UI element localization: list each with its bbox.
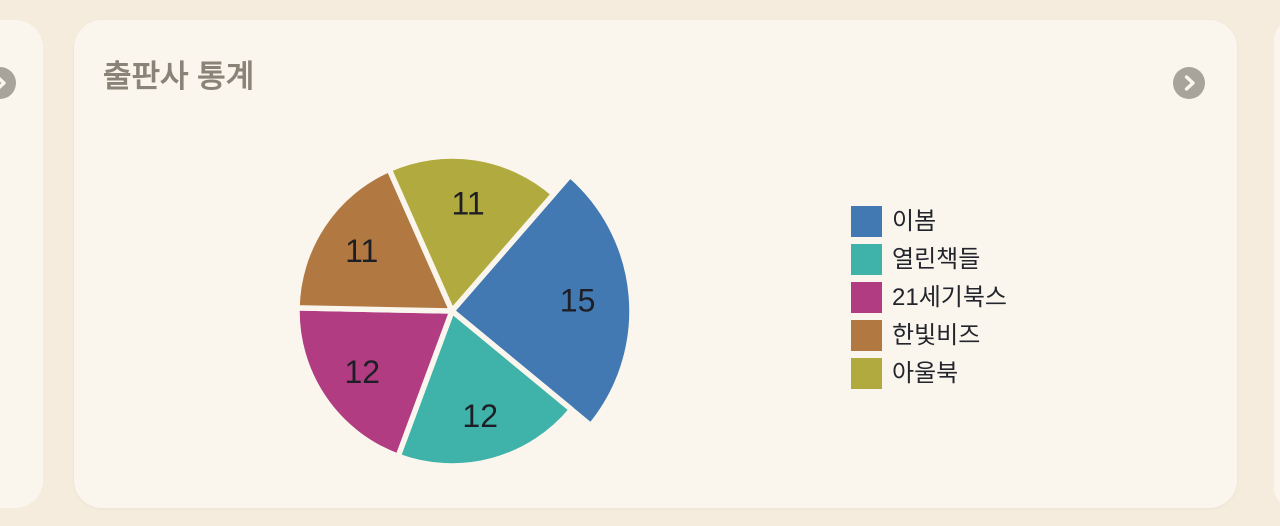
legend-label: 아울북 — [892, 359, 959, 387]
publisher-stats-card — [74, 20, 1237, 508]
chevron-right-icon — [0, 67, 16, 99]
legend-swatch — [851, 282, 882, 313]
legend-label: 21세기북스 — [892, 283, 1008, 311]
pie-slice-0[interactable] — [449, 172, 635, 429]
next-card-button[interactable] — [1173, 67, 1205, 99]
legend-label: 이봄 — [892, 207, 937, 235]
legend-item: 한빛비즈 — [851, 320, 1007, 351]
legend-item: 이봄 — [851, 206, 1007, 237]
legend-item: 아울북 — [851, 358, 1007, 389]
chevron-right-icon — [1173, 67, 1205, 99]
legend-swatch — [851, 358, 882, 389]
pie-slice-2[interactable] — [294, 305, 455, 460]
legend-swatch — [851, 206, 882, 237]
pie-slice-4[interactable] — [386, 153, 557, 314]
legend-item: 열린책들 — [851, 244, 1007, 275]
legend-label: 한빛비즈 — [892, 321, 981, 349]
legend-label: 열린책들 — [892, 245, 981, 273]
pie-slice-3[interactable] — [294, 166, 455, 314]
legend-swatch — [851, 244, 882, 275]
pie-slice-1[interactable] — [395, 308, 575, 469]
next-card — [1274, 20, 1280, 508]
previous-card — [0, 20, 43, 508]
prev-card-button[interactable] — [0, 67, 16, 99]
legend-item: 21세기북스 — [851, 282, 1007, 313]
legend-swatch — [851, 320, 882, 351]
card-title: 출판사 통계 — [103, 59, 255, 94]
